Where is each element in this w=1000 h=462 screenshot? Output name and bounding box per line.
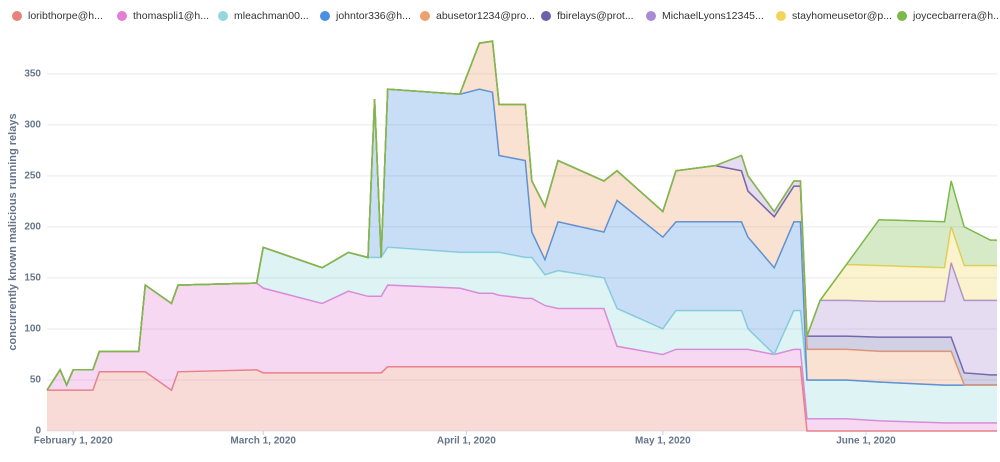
y-tick-label: 300	[24, 119, 41, 130]
x-tick-label: May 1, 2020	[635, 436, 691, 447]
legend-swatch	[776, 11, 786, 21]
legend-swatch	[218, 11, 228, 21]
plot-area	[46, 40, 997, 432]
legend-label: johntor336@h...	[335, 10, 411, 22]
x-tick-label: April 1, 2020	[437, 436, 496, 447]
y-tick-label: 350	[24, 68, 41, 79]
area	[47, 41, 997, 391]
x-tick-label: March 1, 2020	[230, 436, 296, 447]
legend-swatch	[12, 11, 22, 21]
legend-label: joycecbarrera@h...	[912, 10, 1000, 22]
x-tick-label: February 1, 2020	[34, 436, 113, 447]
legend-item: joycecbarrera@h...	[897, 10, 1000, 22]
y-tick-label: 200	[24, 222, 41, 233]
legend-item: loribthorpe@h...	[12, 10, 103, 22]
area-line	[47, 365, 997, 432]
legend-swatch	[320, 11, 330, 21]
legend-label: fbirelays@prot...	[557, 10, 634, 22]
legend-swatch	[420, 11, 430, 21]
y-tick-label: 250	[24, 171, 41, 182]
legend-swatch	[541, 11, 551, 21]
legend: loribthorpe@h... thomaspli1@h... mleachman…	[12, 10, 1000, 22]
legend-item: abusetor1234@pro...	[420, 10, 535, 22]
area	[47, 366, 997, 431]
y-tick-label: 0	[35, 426, 41, 437]
legend-swatch	[897, 11, 907, 21]
legend-label: mleachman00...	[234, 10, 309, 22]
area-line	[46, 40, 997, 391]
legend-label: loribthorpe@h...	[28, 10, 103, 22]
y-tick-label: 150	[24, 273, 41, 284]
legend-label: stayhomeusetor@p...	[792, 10, 892, 22]
legend-item: MichaelLyons12345...	[646, 10, 764, 22]
area	[47, 247, 997, 423]
area	[47, 89, 997, 391]
legend-label: thomaspli1@h...	[133, 10, 209, 22]
legend-item: fbirelays@prot...	[541, 10, 634, 22]
legend-item: stayhomeusetor@p...	[776, 10, 892, 22]
legend-item: thomaspli1@h...	[117, 10, 209, 22]
x-tick-label: June 1, 2020	[836, 436, 896, 447]
legend-swatch	[117, 11, 127, 21]
legend-label: abusetor1234@pro...	[436, 10, 535, 22]
legend-swatch	[646, 11, 656, 21]
legend-label: MichaelLyons12345...	[662, 10, 764, 22]
y-tick-label: 100	[24, 324, 41, 335]
area	[47, 283, 997, 431]
y-axis-title: concurrently known malicious running rel…	[7, 113, 19, 350]
legend-item: johntor336@h...	[320, 10, 411, 22]
y-tick-label: 50	[30, 375, 42, 386]
legend-item: mleachman00...	[218, 10, 309, 22]
